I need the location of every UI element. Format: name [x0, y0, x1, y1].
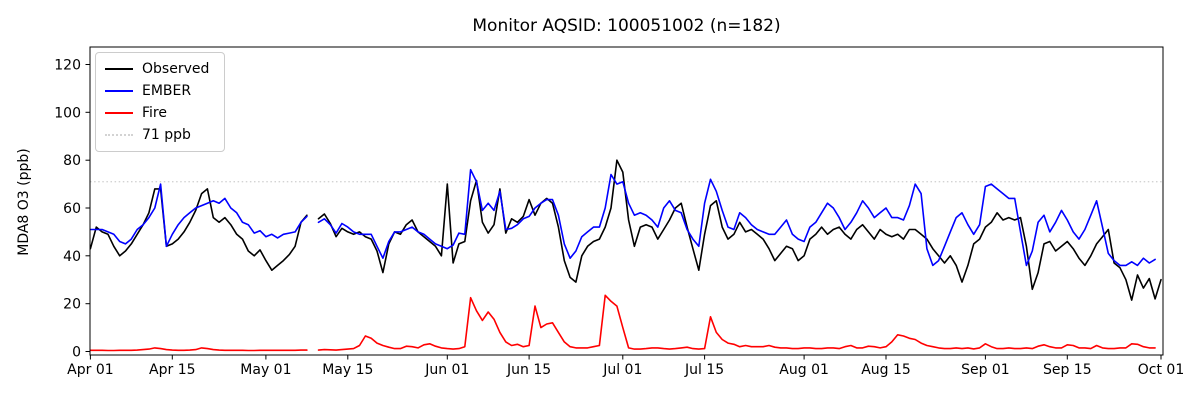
legend-box: Observed EMBER Fire 71 ppb — [95, 52, 225, 152]
legend-label: 71 ppb — [142, 127, 191, 143]
x-tick-label: Sep 01 — [961, 362, 1010, 378]
x-tick-label: Oct 01 — [1138, 362, 1184, 378]
legend-item-fire: Fire — [96, 102, 224, 124]
observed-line-swatch — [105, 68, 133, 70]
x-tick-label: Jun 01 — [424, 362, 469, 378]
y-axis-label: MDA8 O3 (ppb) — [16, 148, 32, 256]
fire-line — [89, 294, 1156, 352]
x-tick-label: Jun 15 — [506, 362, 551, 378]
legend-item-threshold: 71 ppb — [96, 124, 224, 146]
x-tick-label: May 01 — [240, 362, 291, 378]
x-tick-label: Sep 15 — [1043, 362, 1092, 378]
y-tick-label: 120 — [54, 58, 81, 74]
threshold-line-swatch — [105, 134, 133, 136]
x-tick-label: Apr 15 — [149, 362, 195, 378]
x-tick-label: May 15 — [322, 362, 373, 378]
x-tick-label: Aug 01 — [779, 362, 829, 378]
y-tick-label: 80 — [63, 153, 81, 169]
observed-line — [89, 159, 1162, 301]
ember-line-swatch — [105, 90, 133, 92]
x-tick-label: Apr 01 — [67, 362, 113, 378]
y-tick-label: 40 — [63, 249, 81, 265]
y-tick-label: 60 — [63, 201, 81, 217]
axes-frame — [89, 46, 1164, 356]
legend-item-observed: Observed — [96, 58, 224, 80]
y-tick-label: 20 — [63, 297, 81, 313]
x-tick-label: Aug 15 — [861, 362, 911, 378]
x-tick-label: Jul 01 — [602, 362, 642, 378]
legend-label: EMBER — [142, 83, 192, 99]
legend-label: Observed — [142, 61, 210, 77]
ember-line — [89, 168, 1156, 267]
legend-item-ember: EMBER — [96, 80, 224, 102]
fire-line-swatch — [105, 112, 133, 114]
y-tick-label: 100 — [54, 105, 81, 121]
chart-title: Monitor AQSID: 100051002 (n=182) — [472, 16, 781, 36]
x-tick-label: Jul 15 — [684, 362, 724, 378]
y-tick-label: 0 — [72, 345, 81, 361]
legend-label: Fire — [142, 105, 167, 121]
